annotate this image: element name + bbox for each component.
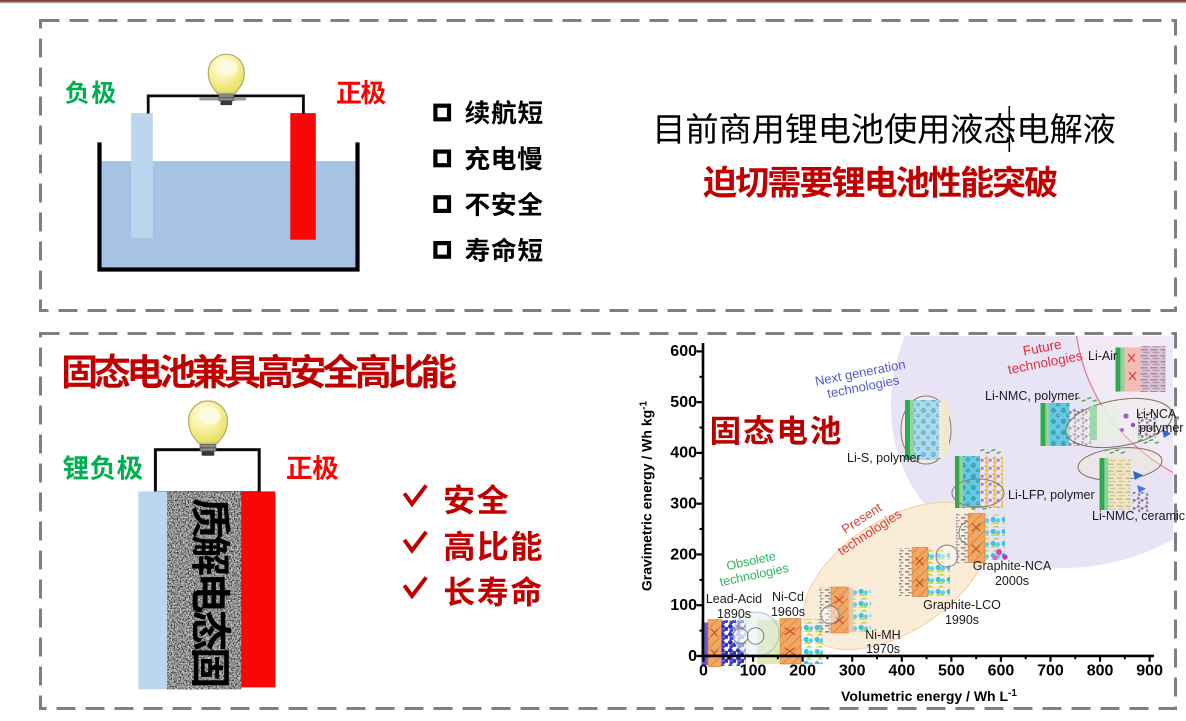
svg-text:200: 200	[670, 546, 697, 563]
svg-text:Li-NCA,: Li-NCA,	[1136, 407, 1180, 421]
svg-text:Graphite-NCA: Graphite-NCA	[973, 559, 1052, 573]
svg-text:800: 800	[1087, 662, 1114, 679]
svg-text:900: 900	[1136, 662, 1163, 679]
svg-text:100: 100	[670, 597, 697, 614]
svg-text:0: 0	[688, 648, 697, 665]
svg-text:500: 500	[670, 394, 697, 411]
svg-text:Volumetric energy / Wh L-1: Volumetric energy / Wh L-1	[841, 688, 1017, 704]
svg-text:300: 300	[839, 662, 866, 679]
svg-text:Lead-Acid: Lead-Acid	[706, 592, 762, 606]
svg-text:600: 600	[988, 662, 1015, 679]
svg-text:Ni-MH: Ni-MH	[865, 628, 900, 642]
svg-text:1890s: 1890s	[717, 607, 751, 621]
svg-text:Li-NMC, polymer: Li-NMC, polymer	[985, 389, 1079, 403]
svg-text:Gravimetric energy / Wh kg-1: Gravimetric energy / Wh kg-1	[639, 400, 655, 591]
svg-text:100: 100	[740, 662, 767, 679]
svg-text:400: 400	[888, 662, 915, 679]
svg-text:300: 300	[670, 495, 697, 512]
svg-text:2000s: 2000s	[995, 574, 1029, 588]
svg-text:Ni-Cd: Ni-Cd	[772, 590, 804, 604]
svg-text:700: 700	[1037, 662, 1064, 679]
svg-text:600: 600	[670, 343, 697, 360]
svg-text:polymer: polymer	[1139, 421, 1183, 435]
svg-text:200: 200	[789, 662, 816, 679]
svg-text:400: 400	[670, 445, 697, 462]
svg-text:1990s: 1990s	[945, 613, 979, 627]
svg-text:500: 500	[938, 662, 965, 679]
svg-text:Li-LFP, polymer: Li-LFP, polymer	[1008, 488, 1095, 502]
svg-text:1960s: 1960s	[771, 605, 805, 619]
svg-text:Li-NMC, ceramic: Li-NMC, ceramic	[1092, 509, 1185, 523]
svg-text:0: 0	[699, 662, 708, 679]
svg-text:1970s: 1970s	[866, 642, 900, 656]
svg-text:Li-S, polymer: Li-S, polymer	[847, 451, 921, 465]
svg-text:Graphite-LCO: Graphite-LCO	[923, 598, 1001, 612]
svg-text:Li-Air: Li-Air	[1088, 349, 1117, 363]
svg-text:Future: Future	[1022, 336, 1063, 358]
